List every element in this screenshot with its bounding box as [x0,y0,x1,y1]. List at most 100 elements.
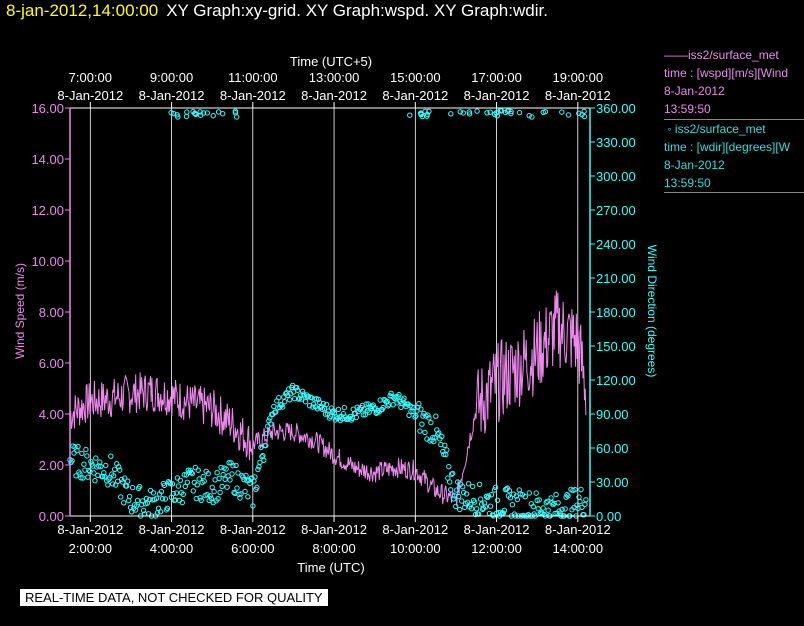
wdir-point [422,429,428,436]
wdir-point [147,487,154,494]
wdir-point [195,467,201,473]
wdir-point [181,472,188,478]
wdir-point [276,394,282,401]
wdir-point-wrap [204,110,211,116]
wdir-point [416,401,422,407]
wdir-point [255,466,261,473]
wdir-point [235,470,241,476]
wdir-point [81,461,87,467]
wdir-point [222,476,228,482]
wdir-point [207,493,213,499]
wdir-point-wrap [457,109,463,115]
wdir-point-wrap [448,111,454,117]
wdir-point-wrap [183,113,190,120]
y-left-tick-label: 8.00 [39,305,64,320]
wdir-point [264,430,270,437]
wdir-point [134,497,141,504]
x-top-tick-date: 8-Jan-2012 [139,88,205,103]
wdir-point-wrap [526,112,532,119]
legend-wdir-field: time : [wdir][degrees][W [664,140,791,154]
wdir-point [116,464,122,470]
wdir-point [234,485,240,491]
x-top-tick-time: 17:00:00 [471,70,522,85]
wdir-point [263,442,269,449]
x-bottom-tick-time: 4:00:00 [150,541,193,556]
y-left-tick-label: 6.00 [39,356,64,371]
wdir-point [459,498,465,504]
wdir-point [211,488,217,495]
y-right-tick-label: 0.00 [596,509,621,524]
wdir-point [565,493,571,499]
header: 8-jan-2012,14:00:00 XY Graph:xy-grid. XY … [6,1,548,21]
wdir-point [133,503,140,509]
wdir-point [83,446,89,453]
legend-wdir[interactable]: ◦ iss2/surface_met time : [wdir][degrees… [664,120,804,192]
legend-wspd-date: 8-Jan-2012 [664,84,725,98]
wdir-point [254,484,260,491]
x-bottom-tick-date: 8-Jan-2012 [57,522,123,537]
wdir-point-wrap [540,109,546,116]
x-top-tick-time: 7:00:00 [69,70,112,85]
wdir-point [161,482,168,488]
wdir-point [513,493,520,499]
wdir-point [282,399,288,405]
wdir-point [223,466,229,472]
wdir-point [581,512,587,518]
wdir-point [507,495,514,501]
wdir-point-wrap [197,109,203,115]
wdir-point-wrap [200,110,207,116]
wdir-point [244,477,250,484]
wdir-point-wrap [184,109,190,115]
wdir-point [530,503,536,510]
wdir-point [426,415,432,421]
y-right-tick-label: 60.00 [596,441,629,456]
x-bottom-tick-date: 8-Jan-2012 [301,522,367,537]
wdir-point [198,497,204,503]
wdir-point [321,406,328,412]
wdir-point [268,421,274,427]
wdir-point [341,404,348,411]
y-left-label: Wind Speed (m/s) [13,263,27,359]
wdir-point [433,413,439,419]
wdir-point [478,501,485,507]
wdir-point [84,453,90,459]
wdir-point [170,490,177,497]
wdir-point [261,457,267,463]
wdir-point [92,478,98,484]
wdir-point [500,510,507,516]
wdir-point [446,463,452,470]
wdir-point [129,484,136,491]
wdir-point-wrap [407,112,413,118]
wdir-point [188,469,195,476]
wdir-point [74,448,80,454]
wdir-point [79,450,85,457]
wdir-point [108,453,114,459]
wdir-point [158,488,165,495]
wdir-point [216,475,222,482]
wdir-point [191,479,198,486]
wdir-point [238,491,244,497]
wdir-point [314,406,321,412]
y-right-tick-label: 30.00 [596,475,629,490]
x-bottom-tick-time: 12:00:00 [471,541,522,556]
wdir-point [402,401,408,407]
wdir-point [536,497,542,503]
wdir-point [294,387,301,393]
wdir-point [448,487,454,493]
wdir-point-wrap [559,109,565,115]
wdir-point [473,506,480,512]
x-bottom-tick-time: 8:00:00 [312,541,355,556]
legend-wspd[interactable]: ——iss2/surface_met time : [wspd][m/s][Wi… [664,46,804,118]
wdir-point [353,414,359,421]
wdir-point-wrap [576,110,582,117]
wdir-point [413,413,419,419]
wdir-point [471,499,478,505]
wdir-point [78,475,84,481]
y-right-tick-label: 180.00 [596,305,636,320]
wdir-point [242,488,248,495]
wdir-point [91,470,97,476]
wdir-point [146,496,153,503]
wdir-point [260,452,266,459]
wdir-point-wrap [484,110,490,116]
wdir-point [449,471,455,477]
